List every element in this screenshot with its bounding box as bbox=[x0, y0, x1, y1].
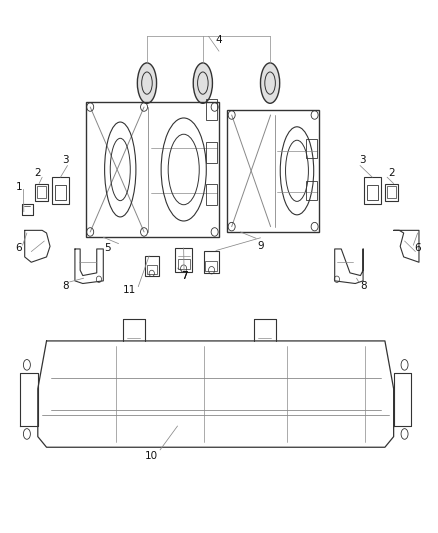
Text: 5: 5 bbox=[104, 243, 111, 253]
Bar bbox=[206, 184, 217, 205]
Text: 6: 6 bbox=[414, 243, 421, 253]
Bar bbox=[364, 177, 381, 204]
Bar bbox=[306, 181, 317, 200]
Text: 2: 2 bbox=[35, 168, 41, 178]
Bar bbox=[204, 251, 219, 273]
Text: 2: 2 bbox=[388, 168, 395, 178]
Bar bbox=[387, 186, 396, 198]
Ellipse shape bbox=[261, 63, 280, 103]
Bar bbox=[145, 256, 159, 276]
Bar bbox=[385, 183, 398, 200]
Bar bbox=[55, 184, 66, 199]
Bar bbox=[52, 177, 69, 204]
Text: 6: 6 bbox=[15, 243, 21, 253]
Bar bbox=[367, 184, 378, 199]
Text: 11: 11 bbox=[123, 285, 136, 295]
Bar bbox=[35, 183, 48, 200]
Bar bbox=[206, 142, 217, 163]
Bar bbox=[147, 265, 157, 274]
Bar bbox=[177, 259, 190, 269]
Bar bbox=[86, 102, 219, 237]
Text: 1: 1 bbox=[16, 182, 22, 192]
Bar bbox=[227, 110, 319, 232]
Text: 7: 7 bbox=[181, 271, 187, 281]
Text: 3: 3 bbox=[359, 155, 366, 165]
Text: 8: 8 bbox=[360, 281, 367, 291]
Text: 7: 7 bbox=[181, 271, 187, 281]
Bar bbox=[306, 139, 317, 158]
Text: 3: 3 bbox=[62, 155, 69, 165]
Text: 10: 10 bbox=[145, 451, 158, 461]
Bar bbox=[37, 186, 46, 198]
Text: 8: 8 bbox=[62, 281, 69, 291]
Bar bbox=[175, 248, 192, 272]
Text: 9: 9 bbox=[257, 241, 264, 251]
Ellipse shape bbox=[193, 63, 212, 103]
Bar bbox=[206, 99, 217, 120]
Bar bbox=[205, 261, 217, 271]
Ellipse shape bbox=[138, 63, 156, 103]
Text: 4: 4 bbox=[215, 35, 223, 44]
